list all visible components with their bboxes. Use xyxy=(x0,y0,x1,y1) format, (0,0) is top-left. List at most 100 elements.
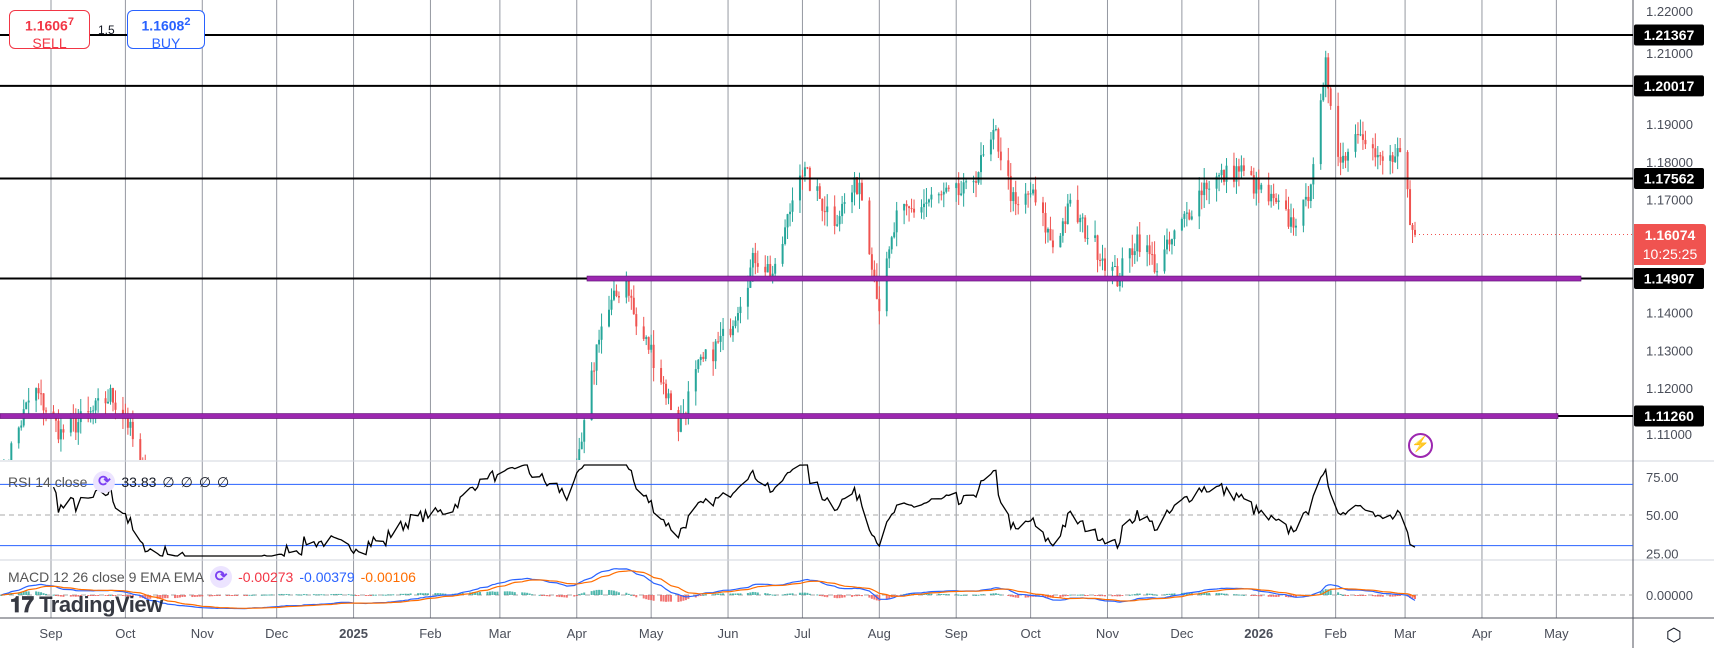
level-price-tag xyxy=(1634,268,1704,290)
candle-body xyxy=(1322,85,1325,101)
macd-hist-bar xyxy=(1411,595,1414,599)
macd-hist-bar xyxy=(806,592,809,595)
macd-hist-bar xyxy=(1170,593,1173,595)
candle-body xyxy=(1046,228,1049,233)
candle-body xyxy=(878,298,881,312)
macd-hist-bar xyxy=(769,594,772,596)
refresh-icon[interactable]: ⟳ xyxy=(93,471,116,493)
candle-body xyxy=(853,177,856,193)
candle-body xyxy=(62,429,65,433)
candle-body xyxy=(1185,212,1188,214)
macd-hist-bar xyxy=(439,593,442,595)
candle-body xyxy=(1118,280,1121,287)
macd-hist-bar xyxy=(714,593,717,595)
candle-body xyxy=(860,182,863,201)
macd-hist-bar xyxy=(1270,595,1273,597)
lightning-icon[interactable]: ⚡ xyxy=(1408,433,1433,458)
macd-hist-bar xyxy=(1131,594,1134,596)
time-axis-label: Feb xyxy=(419,626,441,641)
candle-body xyxy=(677,410,680,432)
candle-body xyxy=(40,393,43,395)
macd-hist-bar xyxy=(940,593,943,595)
buy-button[interactable]: 1.16082 BUY xyxy=(127,10,205,51)
macd-hist-bar xyxy=(300,594,303,596)
macd-hist-bar xyxy=(746,592,749,595)
macd-hist-bar xyxy=(652,595,655,601)
rsi-legend[interactable]: RSI 14 close ⟳ 33.83 ∅ ∅ ∅ ∅ xyxy=(8,471,229,493)
level-price-tag xyxy=(1634,167,1704,189)
candle-body xyxy=(1364,139,1367,145)
macd-hist-bar xyxy=(121,595,124,596)
macd-hist-bar xyxy=(521,592,524,595)
candle-body xyxy=(583,420,586,442)
macd-hist-bar xyxy=(107,595,110,596)
macd-hist-bar xyxy=(374,594,377,596)
candle-body xyxy=(1051,240,1054,248)
candle-body xyxy=(1406,152,1409,190)
candle-body xyxy=(1061,221,1064,236)
macd-hist-bar xyxy=(1133,594,1136,596)
macd-hist-bar xyxy=(1225,593,1228,595)
macd-hist-bar xyxy=(612,590,615,595)
candle-body xyxy=(635,314,638,327)
macd-hist-bar xyxy=(161,595,164,599)
settings-icon[interactable]: ⬡ xyxy=(1666,625,1682,645)
macd-hist-bar xyxy=(285,593,288,595)
macd-hist-bar xyxy=(870,595,873,599)
macd-hist-bar xyxy=(25,591,28,595)
candle-body xyxy=(895,210,898,233)
candle-body xyxy=(37,388,40,394)
time-axis-label: Dec xyxy=(265,626,289,641)
rsi-axis-label: 50.00 xyxy=(1646,508,1679,523)
macd-hist-bar xyxy=(243,595,246,596)
tradingview-logo: 𝟏𝟕 TradingView xyxy=(10,592,163,617)
candle-body xyxy=(87,411,90,413)
sell-button[interactable]: 1.16067 SELL xyxy=(9,10,90,51)
macd-hist-bar xyxy=(617,592,620,595)
candle-body xyxy=(1302,199,1305,226)
macd-hist-bar xyxy=(1086,595,1089,596)
candle-body xyxy=(930,194,933,200)
macd-hist-bar xyxy=(288,594,291,596)
candle-body xyxy=(595,344,598,371)
macd-hist-bar xyxy=(893,595,896,597)
candle-body xyxy=(1146,245,1149,253)
macd-hist-bar xyxy=(72,595,75,597)
candle-body xyxy=(104,398,107,404)
candle-body xyxy=(59,429,62,440)
candle-body xyxy=(739,306,742,314)
candle-body xyxy=(1156,271,1159,273)
candle-body xyxy=(702,356,705,359)
rsi-axis-label: 25.00 xyxy=(1646,546,1679,561)
level-price-label: 1.14907 xyxy=(1644,271,1695,287)
candle-body xyxy=(774,263,777,274)
candle-body xyxy=(1220,169,1223,176)
level-price-label: 1.21367 xyxy=(1644,27,1695,43)
candle-body xyxy=(139,439,142,460)
macd-legend[interactable]: MACD 12 26 close 9 EMA EMA ⟳ -0.00273 -0… xyxy=(8,566,416,588)
macd-hist-bar xyxy=(459,593,462,595)
macd-hist-bar xyxy=(732,593,734,595)
macd-hist-bar xyxy=(1257,595,1260,597)
candle-body xyxy=(791,200,794,212)
rsi-value: 33.83 xyxy=(121,474,157,490)
macd-hist-bar xyxy=(1322,590,1325,595)
price-axis-label: 1.22000 xyxy=(1646,4,1693,19)
time-axis-label: 2025 xyxy=(339,626,368,641)
macd-hist-bar xyxy=(947,594,950,596)
candle-body xyxy=(789,211,792,215)
candle-body xyxy=(126,416,129,428)
refresh-icon[interactable]: ⟳ xyxy=(210,566,233,588)
price-axis-label: 1.19000 xyxy=(1646,117,1693,132)
candle-body xyxy=(1267,184,1270,202)
macd-hist-bar xyxy=(853,595,856,597)
macd-hist-bar xyxy=(1094,595,1097,596)
macd-hist-bar xyxy=(384,594,387,596)
candle-body xyxy=(69,417,72,433)
macd-hist-bar xyxy=(771,594,774,596)
macd-hist-bar xyxy=(513,592,516,595)
candle-body xyxy=(997,129,1000,152)
macd-hist-bar xyxy=(1250,595,1253,596)
macd-hist-bar xyxy=(608,589,610,595)
